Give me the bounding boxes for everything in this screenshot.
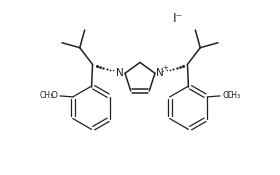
Text: +: + <box>162 65 168 71</box>
Text: I⁻: I⁻ <box>172 12 183 25</box>
Text: CH₃: CH₃ <box>39 91 53 100</box>
Text: N: N <box>116 68 124 78</box>
Text: CH₃: CH₃ <box>227 91 241 100</box>
Text: O: O <box>51 91 58 100</box>
Text: O: O <box>222 91 229 100</box>
Text: N: N <box>156 68 164 78</box>
